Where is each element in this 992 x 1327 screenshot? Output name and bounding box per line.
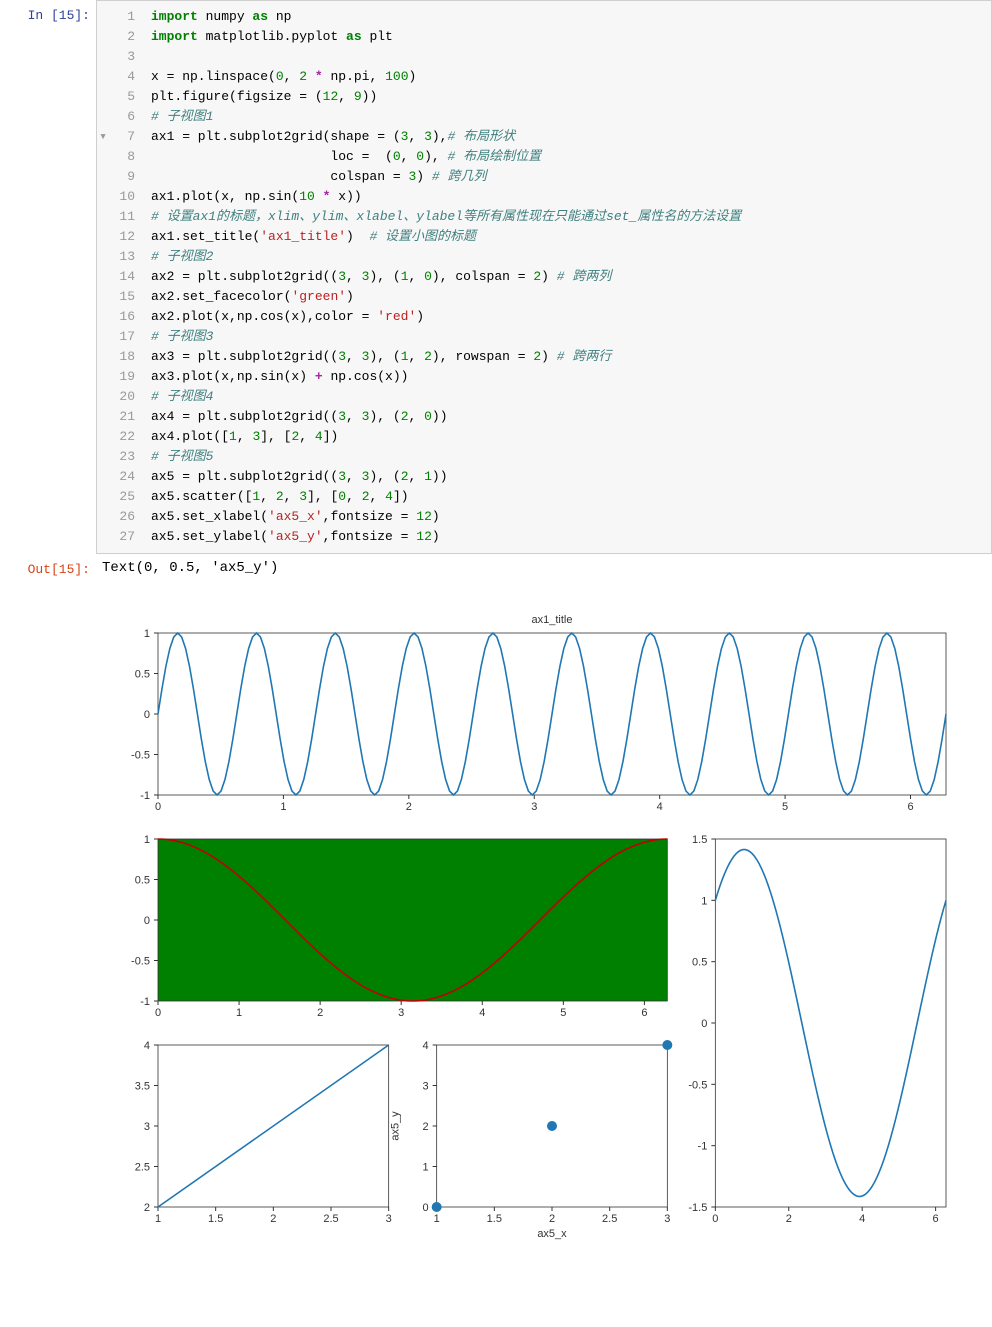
svg-text:2.5: 2.5 — [323, 1213, 338, 1225]
svg-text:0: 0 — [423, 1202, 429, 1214]
svg-text:4: 4 — [144, 1040, 150, 1052]
svg-text:ax5_y: ax5_y — [390, 1111, 402, 1141]
code-line[interactable]: 8 loc = (0, 0), # 布局绘制位置 — [97, 147, 991, 167]
input-cell: In [15]: 1import numpy as np2import matp… — [0, 0, 992, 554]
svg-text:0: 0 — [144, 915, 150, 927]
svg-text:1: 1 — [423, 1162, 429, 1174]
in-prompt: In [15]: — [0, 0, 96, 554]
code-line[interactable]: 27ax5.set_ylabel('ax5_y',fontsize = 12) — [97, 527, 991, 547]
matplotlib-figure: ax1_title0123456-1-0.500.510123456-1-0.5… — [96, 605, 956, 1249]
code-line[interactable]: 24ax5 = plt.subplot2grid((3, 3), (2, 1)) — [97, 467, 991, 487]
code-line[interactable]: 6# 子视图1 — [97, 107, 991, 127]
svg-text:2: 2 — [786, 1213, 792, 1225]
svg-text:3: 3 — [144, 1121, 150, 1133]
code-line[interactable]: 21ax4 = plt.subplot2grid((3, 3), (2, 0)) — [97, 407, 991, 427]
svg-text:2: 2 — [423, 1121, 429, 1133]
code-line[interactable]: 3 — [97, 47, 991, 67]
svg-text:0: 0 — [712, 1213, 718, 1225]
svg-text:6: 6 — [907, 801, 913, 813]
svg-text:4: 4 — [479, 1007, 485, 1019]
code-line[interactable]: 26ax5.set_xlabel('ax5_x',fontsize = 12) — [97, 507, 991, 527]
code-line[interactable]: 2import matplotlib.pyplot as plt — [97, 27, 991, 47]
svg-text:1: 1 — [434, 1213, 440, 1225]
code-line[interactable]: 12ax1.set_title('ax1_title') # 设置小图的标题 — [97, 227, 991, 247]
output-cell: Out[15]: Text(0, 0.5, 'ax5_y') — [0, 554, 992, 585]
svg-text:0: 0 — [155, 801, 161, 813]
code-line[interactable]: 9 colspan = 3) # 跨几列 — [97, 167, 991, 187]
svg-text:2: 2 — [144, 1202, 150, 1214]
code-line[interactable]: 13# 子视图2 — [97, 247, 991, 267]
code-line[interactable]: 20# 子视图4 — [97, 387, 991, 407]
svg-text:2.5: 2.5 — [135, 1162, 150, 1174]
out-prompt: Out[15]: — [0, 554, 96, 585]
svg-text:1.5: 1.5 — [487, 1213, 502, 1225]
svg-text:5: 5 — [560, 1007, 566, 1019]
svg-text:2: 2 — [270, 1213, 276, 1225]
svg-text:1: 1 — [280, 801, 286, 813]
svg-text:0: 0 — [144, 709, 150, 721]
svg-text:2: 2 — [549, 1213, 555, 1225]
svg-text:-1: -1 — [698, 1141, 708, 1153]
svg-text:4: 4 — [657, 801, 663, 813]
svg-text:-0.5: -0.5 — [131, 956, 150, 968]
svg-text:0: 0 — [701, 1018, 707, 1030]
svg-text:2: 2 — [406, 801, 412, 813]
svg-text:-0.5: -0.5 — [688, 1079, 707, 1091]
output-text: Text(0, 0.5, 'ax5_y') — [96, 554, 992, 585]
svg-text:5: 5 — [782, 801, 788, 813]
code-line[interactable]: 25ax5.scatter([1, 2, 3], [0, 2, 4]) — [97, 487, 991, 507]
code-line[interactable]: 15ax2.set_facecolor('green') — [97, 287, 991, 307]
svg-text:6: 6 — [933, 1213, 939, 1225]
code-line[interactable]: 18ax3 = plt.subplot2grid((3, 3), (1, 2),… — [97, 347, 991, 367]
svg-text:-0.5: -0.5 — [131, 750, 150, 762]
svg-text:-1: -1 — [140, 790, 150, 802]
svg-text:1: 1 — [144, 628, 150, 640]
svg-text:1.5: 1.5 — [208, 1213, 223, 1225]
code-line[interactable]: 19ax3.plot(x,np.sin(x) + np.cos(x)) — [97, 367, 991, 387]
svg-text:3: 3 — [398, 1007, 404, 1019]
svg-text:1.5: 1.5 — [692, 834, 707, 846]
svg-text:4: 4 — [859, 1213, 865, 1225]
code-line[interactable]: ▾7ax1 = plt.subplot2grid(shape = (3, 3),… — [97, 127, 991, 147]
svg-text:3: 3 — [531, 801, 537, 813]
svg-text:3: 3 — [386, 1213, 392, 1225]
svg-text:0: 0 — [155, 1007, 161, 1019]
svg-text:3: 3 — [664, 1213, 670, 1225]
svg-text:1: 1 — [144, 834, 150, 846]
code-line[interactable]: 23# 子视图5 — [97, 447, 991, 467]
code-line[interactable]: 11# 设置ax1的标题，xlim、ylim、xlabel、ylabel等所有属… — [97, 207, 991, 227]
code-line[interactable]: 5plt.figure(figsize = (12, 9)) — [97, 87, 991, 107]
code-line[interactable]: 22ax4.plot([1, 3], [2, 4]) — [97, 427, 991, 447]
svg-text:3: 3 — [423, 1081, 429, 1093]
svg-text:-1: -1 — [140, 996, 150, 1008]
code-line[interactable]: 4x = np.linspace(0, 2 * np.pi, 100) — [97, 67, 991, 87]
code-line[interactable]: 16ax2.plot(x,np.cos(x),color = 'red') — [97, 307, 991, 327]
code-line[interactable]: 1import numpy as np — [97, 7, 991, 27]
svg-text:-1.5: -1.5 — [688, 1202, 707, 1214]
svg-text:6: 6 — [641, 1007, 647, 1019]
svg-text:1: 1 — [155, 1213, 161, 1225]
svg-text:1: 1 — [701, 895, 707, 907]
svg-text:2.5: 2.5 — [602, 1213, 617, 1225]
svg-text:2: 2 — [317, 1007, 323, 1019]
svg-text:ax5_x: ax5_x — [537, 1228, 567, 1240]
svg-text:ax1_title: ax1_title — [532, 614, 573, 626]
ax2: 0 1 2 3 4 5 6 -1 -0.5 0 0.5 1 — [131, 834, 667, 1019]
code-line[interactable]: 14ax2 = plt.subplot2grid((3, 3), (1, 0),… — [97, 267, 991, 287]
code-line[interactable]: 10ax1.plot(x, np.sin(10 * x)) — [97, 187, 991, 207]
svg-text:1: 1 — [236, 1007, 242, 1019]
svg-text:0.5: 0.5 — [692, 957, 707, 969]
code-line[interactable]: 17# 子视图3 — [97, 327, 991, 347]
code-editor[interactable]: 1import numpy as np2import matplotlib.py… — [96, 0, 992, 554]
svg-text:0.5: 0.5 — [135, 875, 150, 887]
svg-text:0.5: 0.5 — [135, 669, 150, 681]
svg-text:4: 4 — [423, 1040, 429, 1052]
svg-text:3.5: 3.5 — [135, 1081, 150, 1093]
